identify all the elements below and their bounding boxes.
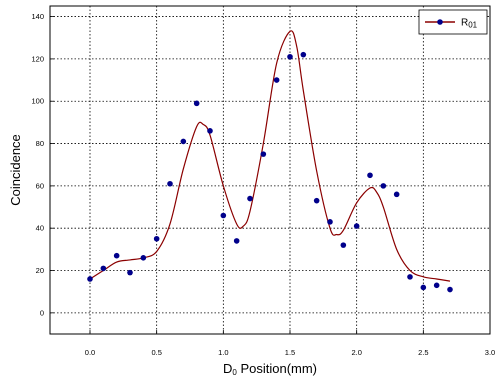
- data-point: [180, 138, 187, 145]
- legend-label: R01: [461, 18, 478, 30]
- x-tick-label: 1.0: [218, 348, 228, 357]
- y-tick-label: 40: [36, 224, 44, 233]
- y-tick-label: 140: [31, 12, 44, 21]
- data-point: [380, 183, 387, 189]
- x-axis-title-main: D: [223, 361, 232, 376]
- data-point: [273, 77, 280, 83]
- fit-curve: [89, 30, 451, 282]
- x-tick-label: 0.0: [85, 348, 95, 357]
- data-point: [287, 53, 293, 60]
- y-tick-label: 20: [36, 266, 44, 275]
- data-point: [247, 195, 253, 202]
- y-axis-title: Coincidence: [8, 134, 23, 206]
- x-tick-labels: 0.0 0.5 1.0 1.5 2.0 2.5 3.0: [85, 348, 495, 357]
- data-point: [260, 151, 267, 157]
- data-point: [193, 100, 200, 107]
- x-tick-label: 3.0: [485, 348, 495, 357]
- data-point: [353, 223, 360, 229]
- x-axis-title: D0 Position(mm): [223, 361, 317, 377]
- data-point: [113, 252, 120, 259]
- data-point: [207, 128, 213, 134]
- y-tick-label: 0: [40, 308, 44, 317]
- y-tick-label: 100: [31, 97, 44, 106]
- data-point: [393, 191, 400, 198]
- data-point: [153, 235, 160, 242]
- legend: R01: [418, 9, 488, 35]
- data-points: [87, 51, 453, 293]
- data-point: [233, 238, 240, 244]
- data-point: [87, 276, 93, 282]
- data-point: [313, 197, 320, 204]
- y-tick-label: 60: [36, 181, 44, 190]
- data-point: [127, 269, 133, 276]
- data-point: [420, 284, 427, 291]
- data-point: [167, 180, 173, 187]
- data-point: [300, 51, 307, 58]
- data-point: [327, 219, 333, 225]
- data-point: [220, 212, 227, 219]
- legend-label-sub: 01: [468, 21, 477, 30]
- plot-frame: [49, 5, 491, 335]
- data-point: [433, 282, 440, 289]
- legend-label-main: R: [461, 18, 468, 29]
- legend-marker: [437, 19, 443, 25]
- x-axis-title-sub: 0: [232, 368, 237, 377]
- data-point: [407, 274, 413, 280]
- data-point: [140, 255, 147, 261]
- x-tick-label: 2.5: [418, 348, 428, 357]
- x-axis-title-rest: Position(mm): [237, 361, 317, 376]
- data-point: [340, 242, 347, 248]
- data-point: [100, 265, 107, 272]
- y-tick-labels: 0 20 40 60 80 100 120 140: [31, 12, 44, 317]
- tick-marks: [50, 16, 491, 334]
- y-tick-label: 120: [31, 54, 44, 63]
- x-tick-label: 2.0: [351, 348, 361, 357]
- data-point: [367, 172, 373, 179]
- x-tick-label: 1.5: [285, 348, 295, 357]
- data-point: [447, 286, 453, 293]
- y-tick-label: 80: [36, 139, 44, 148]
- x-tick-label: 0.5: [151, 348, 161, 357]
